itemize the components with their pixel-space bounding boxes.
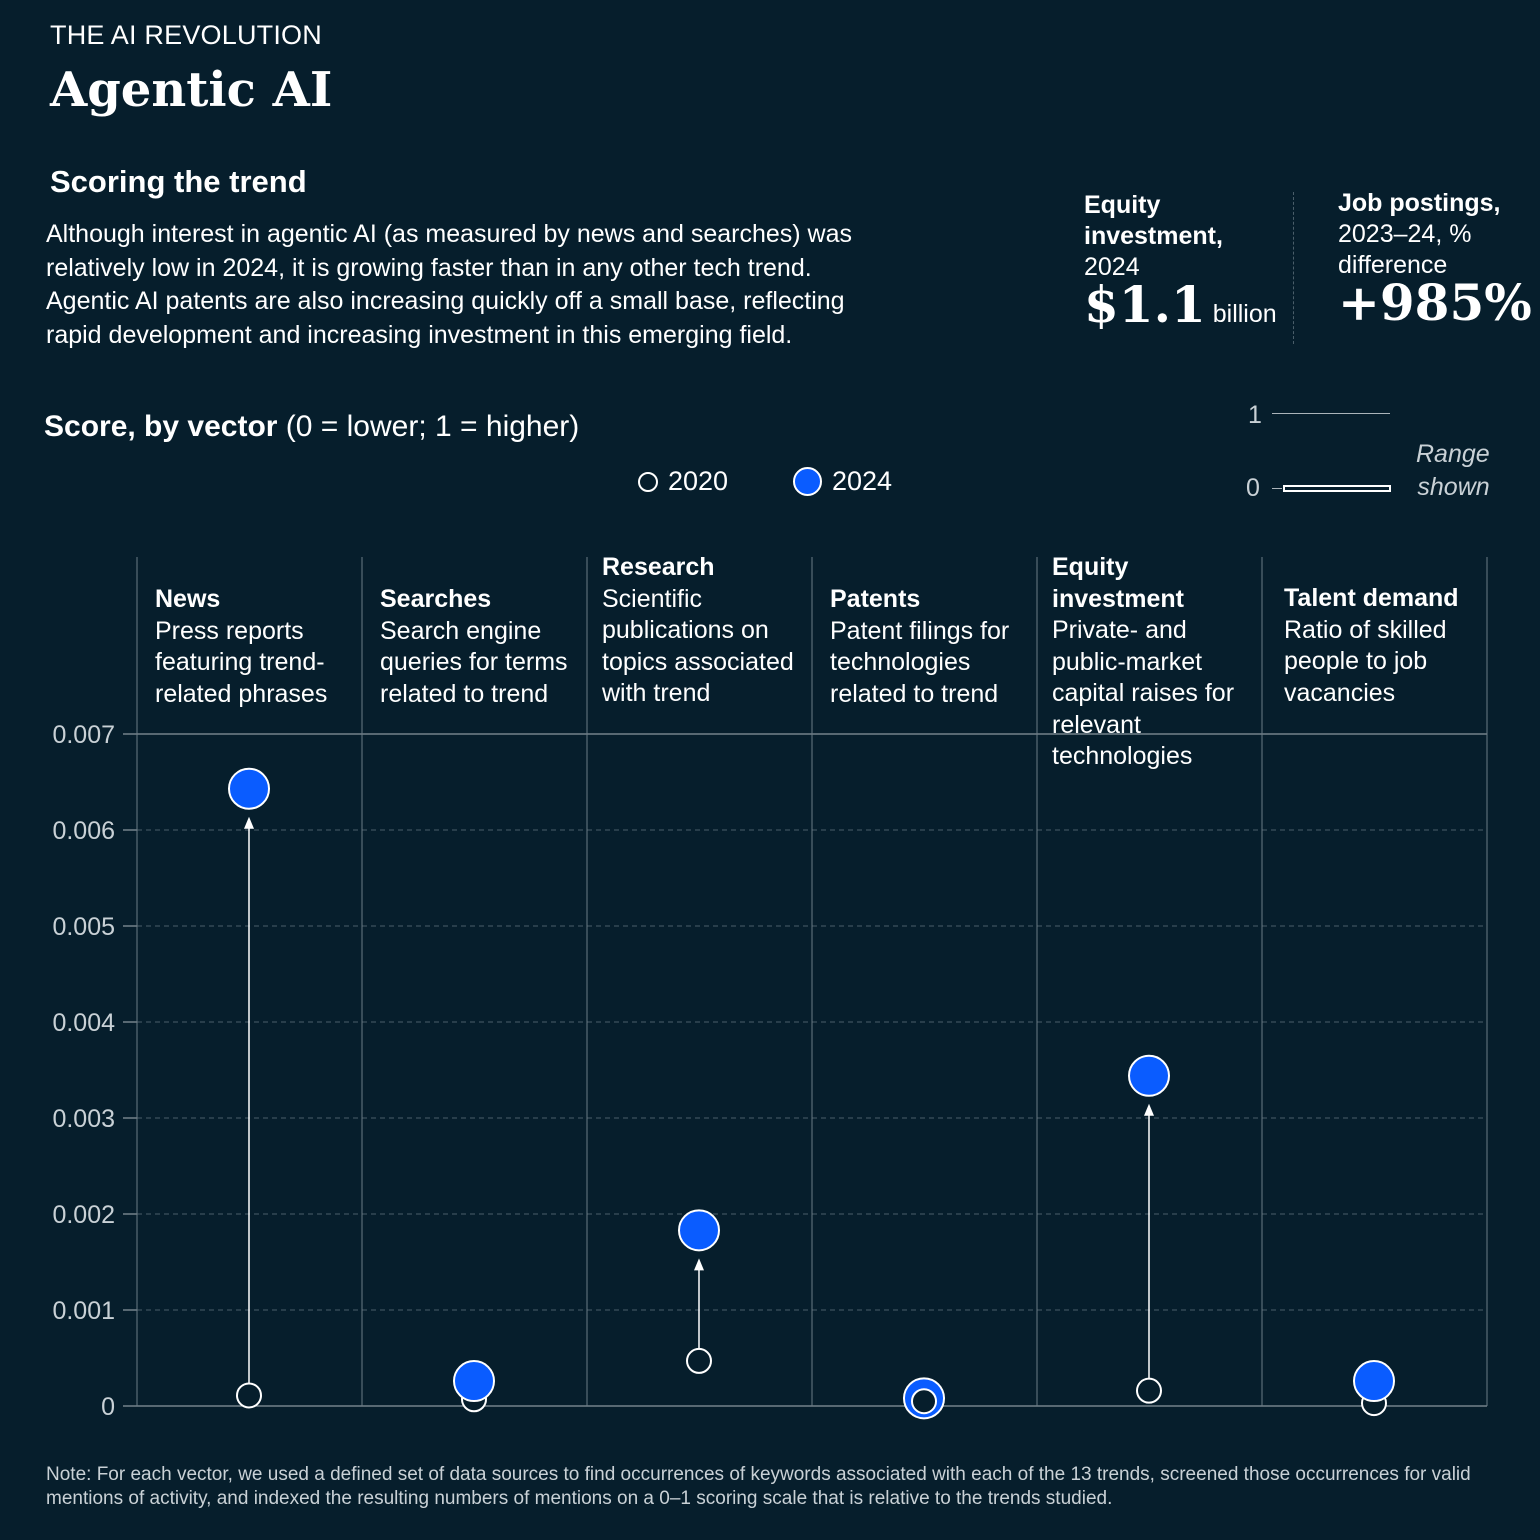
point-2020 (911, 1388, 937, 1415)
kpi-job-postings: Job postings, 2023–24, % difference +985… (1338, 188, 1532, 328)
column-title: Searches (380, 585, 492, 613)
range-text: Range shown (1416, 438, 1490, 504)
column-header-news: News Press reports featuring trend-relate… (155, 584, 360, 710)
column-description: Scientific publications on topics associ… (602, 584, 794, 708)
chart-title-bold: Score, by vector (44, 410, 278, 443)
y-tick-label: 0.001 (52, 1297, 115, 1325)
column-description: Patent filings for technologies related … (830, 616, 1010, 708)
y-tick-label: 0.006 (52, 817, 115, 845)
y-tick-label: 0.002 (52, 1201, 115, 1229)
range-scale-tick (1272, 488, 1282, 489)
column-description: Press reports featuring trend-related ph… (155, 616, 328, 708)
arrow-head (694, 1258, 704, 1271)
column-header-talent-demand: Talent demand Ratio of skilled people to … (1284, 583, 1489, 709)
column-header-equity-investment: Equity investment Private- and public-mar… (1052, 552, 1257, 773)
point-2024 (1353, 1360, 1395, 1403)
y-tick-label: 0 (101, 1393, 115, 1421)
arrow-head (1144, 1103, 1154, 1116)
arrow-head (244, 816, 254, 829)
column-description: Private- and public-market capital raise… (1052, 616, 1235, 770)
kpi-divider (1293, 192, 1294, 344)
kpi-unit: billion (1212, 300, 1277, 328)
point-2024 (678, 1209, 720, 1252)
kpi-equity-investment: Equity investment, 2024 $1.1 billion (1084, 190, 1284, 330)
kpi-value: +985% (1338, 273, 1532, 332)
legend-2024-label: 2024 (832, 466, 893, 496)
kpi-period: 2023–24, % difference (1338, 220, 1472, 279)
section-subtitle: Scoring the trend (50, 164, 307, 199)
point-2024 (228, 767, 270, 810)
y-tick-label: 0.004 (52, 1009, 115, 1037)
column-header-searches: Searches Search engine queries for terms … (380, 584, 585, 710)
point-2024 (453, 1360, 495, 1403)
kpi-label: Equity investment, (1084, 191, 1223, 250)
legend-2024: 2024 (793, 466, 892, 497)
chart-title: Score, by vector (0 = lower; 1 = higher) (44, 410, 579, 444)
point-2020 (1136, 1377, 1162, 1404)
point-2020 (686, 1347, 712, 1374)
column-title: Research (602, 553, 715, 581)
chart-title-note: (0 = lower; 1 = higher) (285, 410, 580, 443)
legend-2020: 2020 (638, 466, 728, 497)
column-header-patents: Patents Patent filings for technologies r… (830, 584, 1035, 710)
column-description: Ratio of skilled people to job vacancies (1284, 615, 1447, 707)
column-title: Equity investment (1052, 553, 1184, 613)
page-title: Agentic AI (50, 62, 333, 118)
description: Although interest in agentic AI (as meas… (46, 220, 852, 349)
column-title: Talent demand (1284, 584, 1459, 612)
range-text-1: Range (1416, 440, 1490, 468)
point-2024 (1128, 1054, 1170, 1097)
range-text-2: shown (1417, 473, 1490, 501)
range-top-label: 1 (1248, 401, 1262, 429)
kpi-label: Job postings, (1338, 189, 1501, 217)
range-bottom-label: 0 (1246, 474, 1260, 502)
column-header-research: Research Scientific publications on topic… (602, 552, 807, 710)
range-scale-top (1272, 413, 1390, 414)
y-tick-label: 0.007 (52, 721, 115, 749)
legend-2020-label: 2020 (668, 466, 729, 496)
column-description: Search engine queries for terms related … (380, 616, 568, 708)
kpi-value: $1.1 (1084, 275, 1206, 334)
kpi-period: 2024 (1084, 253, 1140, 281)
y-tick-label: 0.003 (52, 1105, 115, 1133)
legend-2024-marker (793, 467, 822, 496)
point-2020 (236, 1382, 262, 1409)
legend-2020-marker (638, 471, 658, 492)
column-title: News (155, 585, 221, 613)
column-title: Patents (830, 585, 921, 613)
footnote: Note: For each vector, we used a defined… (46, 1464, 1471, 1509)
range-shown-bar (1283, 485, 1391, 492)
kicker: THE AI REVOLUTION (50, 20, 322, 50)
y-tick-label: 0.005 (52, 913, 115, 941)
